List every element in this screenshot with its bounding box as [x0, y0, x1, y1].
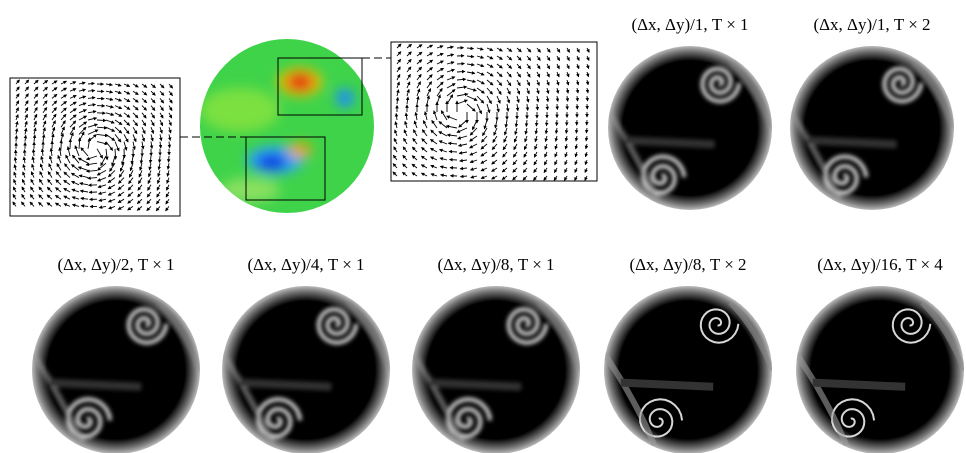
- arrow: [97, 120, 106, 121]
- vorticity-map: [200, 39, 374, 213]
- smoke-panel: (Δx, Δy)/1, T × 1: [608, 15, 772, 210]
- haze: [239, 383, 331, 387]
- smoke-panel: (Δx, Δy)/2, T × 1: [32, 255, 200, 453]
- arrow: [449, 151, 457, 152]
- smoke-disc: [608, 46, 772, 210]
- arrow: [536, 120, 537, 126]
- smoke-panel: (Δx, Δy)/16, T × 4: [796, 255, 964, 453]
- haze: [49, 383, 141, 387]
- haze: [806, 140, 896, 144]
- figure: (Δx, Δy)/1, T × 1 (Δx, Δy)/1, T × 2 (Δx, Δ…: [0, 0, 966, 453]
- arrow: [115, 149, 116, 159]
- caption: (Δx, Δy)/2, T × 1: [57, 255, 174, 274]
- arrow: [159, 156, 160, 162]
- smoke-panel: (Δx, Δy)/8, T × 1: [412, 255, 580, 453]
- arrow: [16, 136, 17, 142]
- haze: [624, 140, 714, 144]
- smoke-disc: [222, 286, 390, 453]
- arrow: [546, 120, 547, 126]
- caption: (Δx, Δy)/1, T × 1: [631, 15, 748, 34]
- caption: (Δx, Δy)/8, T × 2: [629, 255, 746, 274]
- arrow: [24, 150, 25, 156]
- arrow: [586, 128, 587, 133]
- haze: [429, 383, 521, 387]
- arrow: [547, 104, 548, 110]
- caption: (Δx, Δy)/16, T × 4: [817, 255, 943, 274]
- caption: (Δx, Δy)/4, T × 1: [247, 255, 364, 274]
- vector-box-left: [10, 78, 180, 216]
- smoke-panel: (Δx, Δy)/4, T × 1: [222, 255, 390, 453]
- arrow: [537, 104, 538, 110]
- arrow: [587, 96, 588, 101]
- arrow: [457, 71, 465, 72]
- haze: [813, 383, 905, 387]
- caption: (Δx, Δy)/1, T × 2: [813, 15, 930, 34]
- smoke-disc: [32, 286, 200, 453]
- smoke-disc: [604, 286, 772, 453]
- smoke-disc: [796, 286, 964, 453]
- smoke-disc: [790, 46, 954, 210]
- caption: (Δx, Δy)/8, T × 1: [437, 255, 554, 274]
- smoke-panel: (Δx, Δy)/8, T × 2: [604, 255, 772, 453]
- vector-box-right: [391, 42, 597, 181]
- haze: [621, 383, 713, 387]
- smoke-disc: [412, 286, 580, 453]
- smoke-panel: (Δx, Δy)/1, T × 2: [790, 15, 954, 210]
